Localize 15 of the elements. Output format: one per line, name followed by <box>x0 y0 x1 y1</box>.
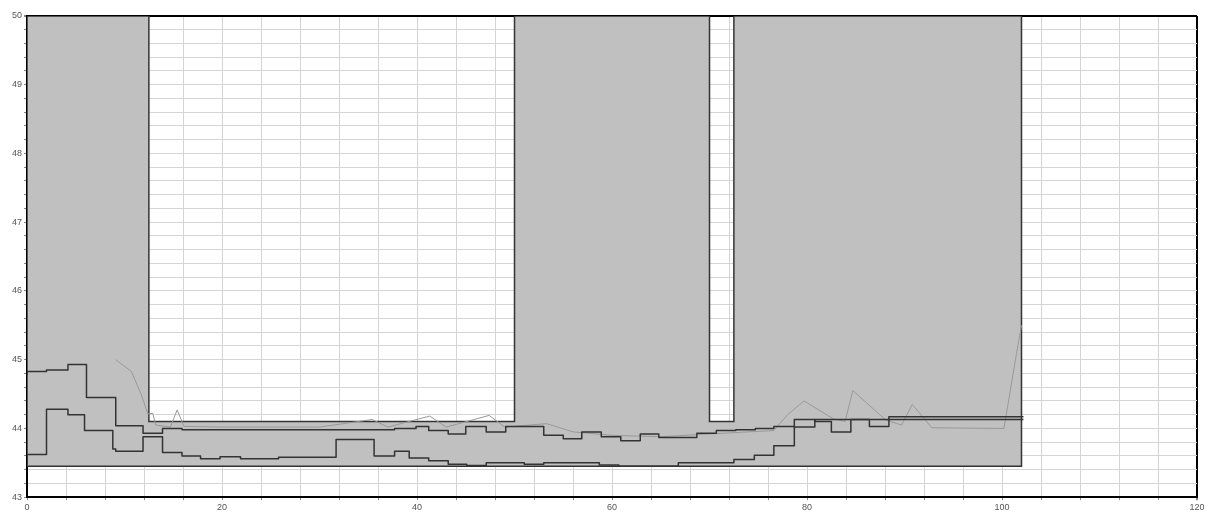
y-tick-label: 49 <box>12 79 23 90</box>
y-tick-label: 44 <box>12 422 23 433</box>
y-tick-label: 46 <box>12 285 23 296</box>
y-tick-label: 50 <box>12 10 23 21</box>
x-tick-label: 20 <box>217 502 228 513</box>
x-tick-label: 100 <box>994 502 1010 513</box>
y-tick-label: 45 <box>12 354 23 365</box>
y-tick-label: 43 <box>12 491 23 502</box>
x-tick-label: 80 <box>802 502 813 513</box>
x-tick-label: 40 <box>412 502 423 513</box>
y-tick-label: 48 <box>12 147 23 158</box>
x-tick-label: 0 <box>24 502 30 513</box>
x-tick-label: 120 <box>1189 502 1205 513</box>
x-tick-label: 60 <box>607 502 618 513</box>
y-tick-label: 47 <box>12 216 23 227</box>
